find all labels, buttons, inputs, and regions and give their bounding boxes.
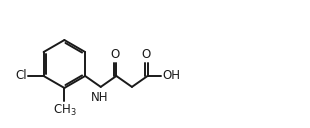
Text: NH: NH [91,91,108,104]
Text: O: O [111,48,120,61]
Text: CH$_3$: CH$_3$ [52,103,76,118]
Text: OH: OH [162,70,181,82]
Text: Cl: Cl [16,70,27,82]
Text: O: O [142,48,151,61]
